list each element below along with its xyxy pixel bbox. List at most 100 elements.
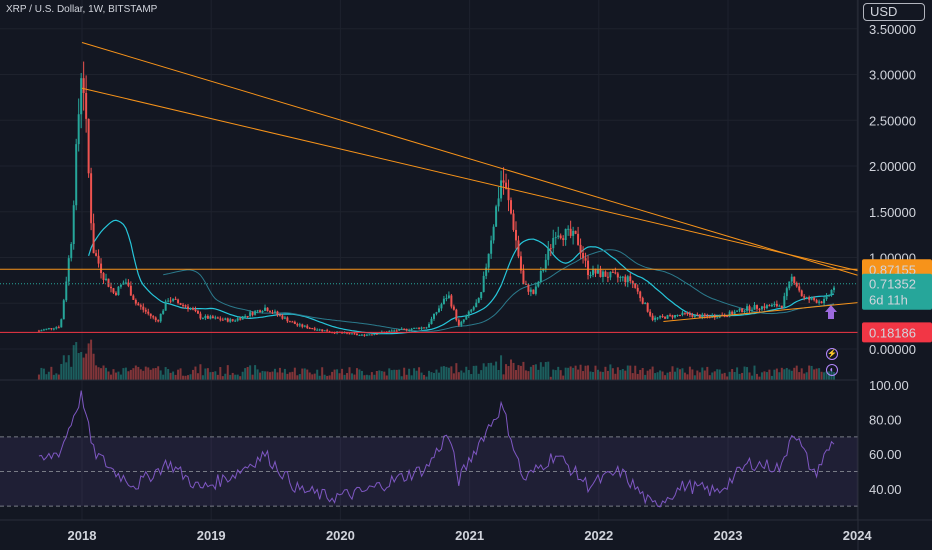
volume-bar bbox=[122, 368, 125, 380]
volume-bar bbox=[678, 369, 681, 380]
volume-bar bbox=[808, 365, 811, 380]
candle-body bbox=[755, 305, 758, 309]
candle-body bbox=[616, 273, 619, 278]
candle-body bbox=[127, 282, 130, 286]
candle-body bbox=[425, 327, 428, 329]
volume-bar bbox=[634, 365, 637, 380]
volume-bar bbox=[743, 366, 746, 380]
volume-bar bbox=[718, 369, 721, 380]
candle-body bbox=[599, 269, 602, 277]
candle-body bbox=[505, 182, 508, 189]
volume-bar bbox=[333, 369, 336, 380]
candle-body bbox=[780, 305, 783, 308]
candle-body bbox=[497, 198, 500, 207]
volume-bar bbox=[400, 376, 403, 380]
volume-bar bbox=[420, 372, 423, 380]
volume-bar bbox=[793, 367, 796, 380]
candle-body bbox=[283, 317, 286, 319]
candle-body bbox=[731, 311, 734, 315]
candle-body bbox=[358, 334, 361, 336]
volume-bar bbox=[306, 369, 309, 380]
rsi-tick-label: 60.00 bbox=[869, 447, 902, 462]
candle-body bbox=[159, 313, 162, 322]
candle-body bbox=[149, 313, 152, 317]
volume-bar bbox=[751, 375, 754, 380]
candle-body bbox=[219, 318, 222, 320]
candle-body bbox=[256, 310, 259, 312]
tradingview-logo-icon[interactable]: ◐ bbox=[826, 364, 838, 376]
candle-body bbox=[234, 320, 237, 322]
candle-body bbox=[753, 305, 756, 310]
candle-body bbox=[574, 230, 577, 234]
volume-bar bbox=[721, 373, 724, 380]
candle-body bbox=[271, 312, 274, 314]
volume-bar bbox=[85, 353, 88, 380]
volume-bar bbox=[554, 370, 557, 380]
candle-body bbox=[67, 258, 70, 282]
volume-bar bbox=[733, 372, 736, 380]
candle-body bbox=[70, 243, 73, 259]
volume-bar bbox=[716, 369, 719, 380]
candle-body bbox=[179, 302, 182, 305]
candle-body bbox=[604, 271, 607, 277]
currency-selector[interactable]: USD bbox=[863, 3, 925, 21]
candle-body bbox=[760, 306, 763, 310]
volume-bar bbox=[539, 362, 542, 380]
volume-bar bbox=[833, 372, 836, 380]
candle-body bbox=[291, 321, 294, 323]
volume-bar bbox=[415, 370, 418, 380]
candle-body bbox=[678, 314, 681, 316]
candle-body bbox=[60, 319, 63, 328]
candle-body bbox=[447, 295, 450, 299]
candle-body bbox=[435, 312, 438, 314]
volume-bar bbox=[445, 366, 448, 380]
volume-bar bbox=[601, 371, 604, 380]
volume-bar bbox=[201, 375, 204, 380]
candle-body bbox=[691, 315, 694, 317]
lightning-icon[interactable]: ⚡ bbox=[826, 348, 838, 360]
volume-bar bbox=[167, 369, 170, 380]
volume-bar bbox=[187, 375, 190, 380]
candle-body bbox=[311, 328, 314, 330]
volume-bar bbox=[522, 361, 525, 380]
candle-body bbox=[353, 333, 356, 335]
volume-bar bbox=[599, 371, 602, 380]
volume-bar bbox=[92, 353, 95, 380]
candle-body bbox=[174, 298, 177, 300]
candle-body bbox=[393, 330, 396, 332]
volume-bar bbox=[763, 371, 766, 380]
volume-bar bbox=[385, 375, 388, 380]
volume-bar bbox=[482, 363, 485, 380]
volume-bar bbox=[430, 372, 433, 380]
volume-bar bbox=[129, 369, 132, 380]
support-badge-text: 0.18186 bbox=[869, 325, 916, 340]
volume-bar bbox=[731, 369, 734, 380]
volume-bar bbox=[810, 365, 813, 380]
candle-body bbox=[266, 307, 269, 312]
candle-body bbox=[432, 313, 435, 319]
volume-bar bbox=[239, 376, 242, 380]
candle-body bbox=[408, 329, 411, 331]
volume-bar bbox=[693, 375, 696, 380]
volume-bar bbox=[132, 368, 135, 380]
candle-body bbox=[196, 311, 199, 314]
candle-body bbox=[187, 306, 190, 309]
candle-body bbox=[224, 318, 227, 320]
candle-body bbox=[395, 330, 398, 332]
candle-body bbox=[664, 316, 667, 319]
volume-bar bbox=[298, 374, 301, 380]
candle-body bbox=[803, 296, 806, 298]
candle-body bbox=[346, 332, 349, 334]
candle-body bbox=[596, 269, 599, 274]
volume-bar bbox=[413, 368, 416, 380]
horizontal-levels bbox=[0, 268, 858, 333]
volume-bar bbox=[537, 369, 540, 380]
volume-bar bbox=[611, 368, 614, 380]
candle-body bbox=[629, 276, 632, 281]
volume-bar bbox=[380, 371, 383, 380]
candle-body bbox=[239, 318, 242, 320]
volume-bar bbox=[736, 367, 739, 380]
candle-body bbox=[117, 286, 120, 295]
